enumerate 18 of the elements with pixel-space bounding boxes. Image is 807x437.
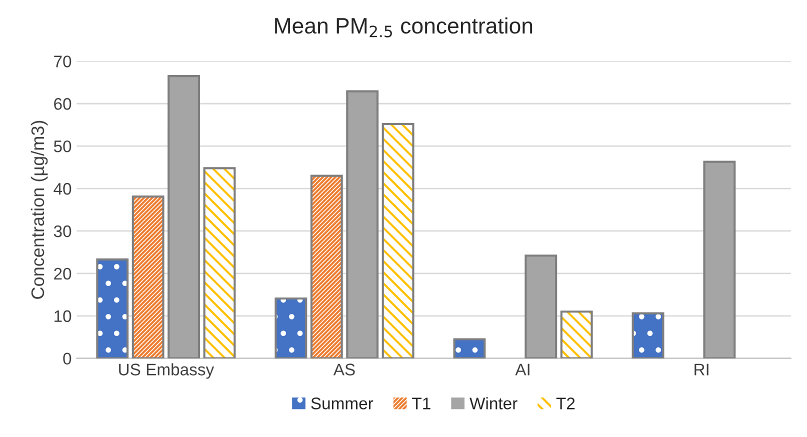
legend-label: T2 [556,398,575,410]
y-tick-label: 70 [54,56,72,68]
y-tick-label: 10 [54,310,72,322]
legend-label: T1 [412,398,430,410]
chart-title: Mean PM$_{2.5}$ concentration [275,17,532,38]
x-tick-label: AS [333,364,355,376]
y-tick-label: 50 [54,140,72,152]
y-axis-title: Concentration (µg/m3) [30,120,48,299]
y-tick-label: 0 [63,352,72,365]
x-tick-label: RI [694,364,708,376]
x-tick-label: US Embassy [119,363,214,379]
y-tick-label: 40 [54,182,72,195]
y-tick-label: 20 [54,268,72,280]
y-tick-label: 60 [54,98,72,110]
legend-label: Winter [470,397,518,410]
x-tick-label: AI [515,364,530,376]
legend-label: Summer [311,398,374,410]
y-tick-label: 30 [54,225,72,238]
